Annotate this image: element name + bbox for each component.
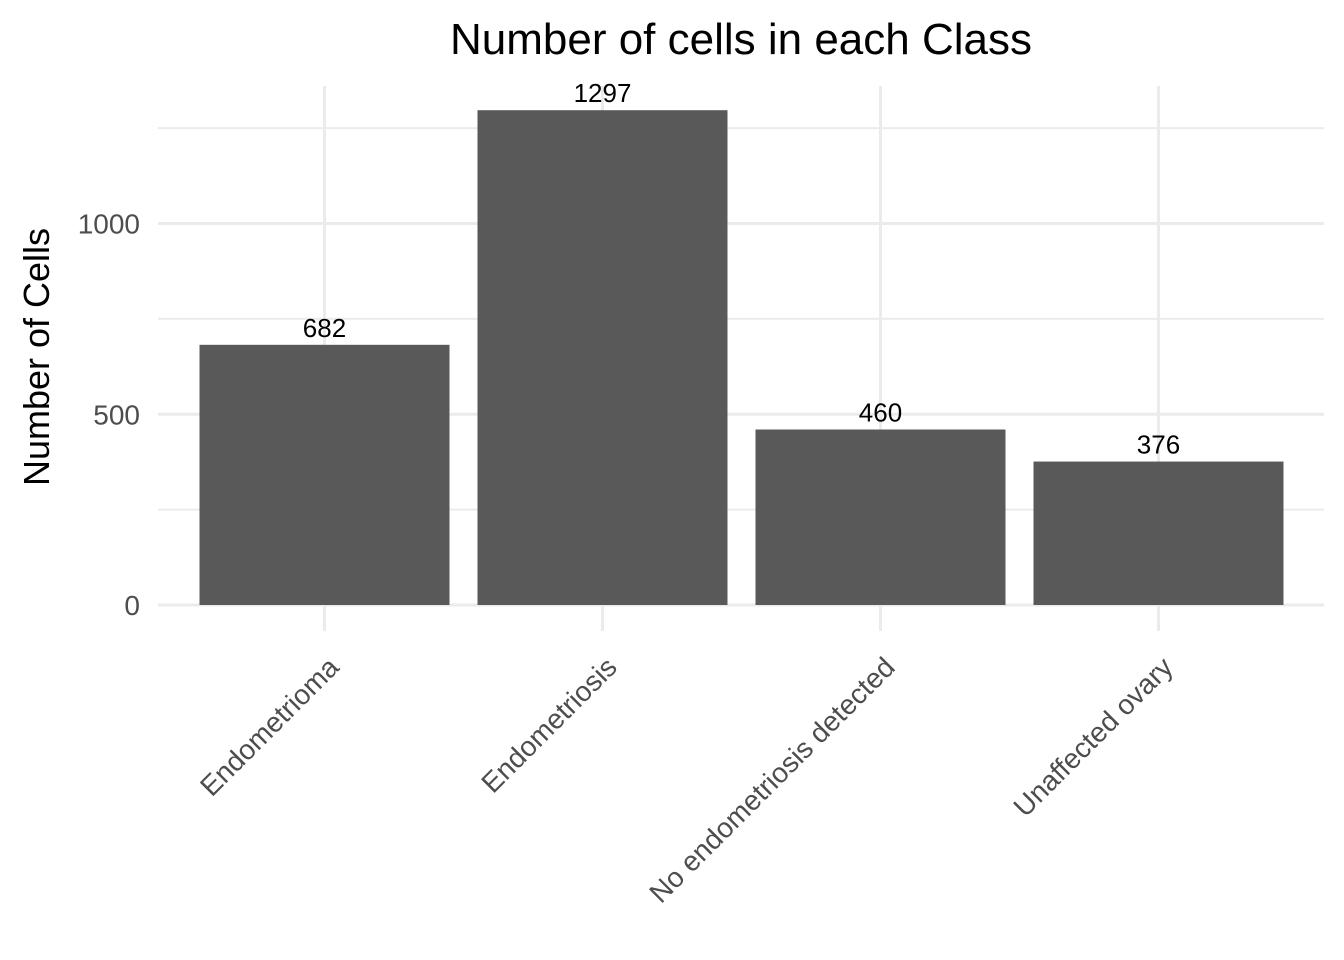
bars (199, 110, 1284, 605)
x-tick-label: Endometrioma (194, 651, 345, 802)
data-label: 682 (303, 313, 346, 343)
y-axis-ticks: 0 500 1000 (78, 209, 140, 622)
x-tick-label: Endometriosis (475, 651, 622, 798)
y-tick-label: 500 (93, 399, 140, 430)
data-label: 460 (859, 398, 902, 428)
x-axis-ticks: Endometrioma Endometriosis No endometriosi… (194, 651, 1179, 909)
y-tick-label: 0 (124, 590, 140, 621)
data-label: 376 (1137, 430, 1180, 460)
bar (477, 110, 728, 605)
data-label: 1297 (574, 78, 632, 108)
bar (755, 429, 1006, 605)
x-tick-label: No endometriosis detected (643, 651, 900, 908)
bar (1033, 461, 1284, 605)
data-labels: 682 1297 460 376 (303, 78, 1180, 459)
y-axis-title: Number of Cells (16, 228, 57, 486)
x-tick-label: Unaffected ovary (1008, 651, 1179, 822)
y-tick-label: 1000 (78, 209, 140, 240)
bar (199, 344, 450, 605)
chart-title: Number of cells in each Class (450, 15, 1032, 64)
